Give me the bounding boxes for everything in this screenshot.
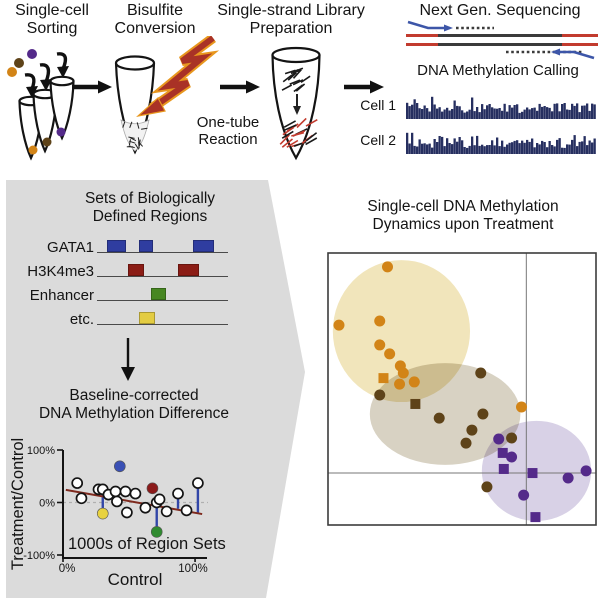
x-tick-label: 0%	[59, 563, 76, 575]
methylation-track-cell2	[406, 128, 598, 154]
methylation-track-cell1	[406, 93, 598, 119]
region-row: etc.	[10, 301, 228, 325]
step-label-sorting: Single-cell Sorting	[0, 2, 104, 38]
region-row-label: H3K4me3	[10, 264, 97, 279]
one-tube-reaction-label: One-tube Reaction	[188, 114, 268, 148]
region-row-track	[97, 256, 228, 277]
region-box	[151, 288, 167, 300]
region-row-track	[97, 280, 228, 301]
region-sets-title: Sets of Biologically Defined Regions	[35, 190, 265, 225]
cell-dot-brown	[14, 58, 24, 68]
x-axis-label: Control	[108, 570, 163, 589]
region-box	[107, 240, 125, 252]
flow-arrow-1-icon	[72, 80, 112, 94]
sorted-cell-purple	[57, 128, 66, 137]
region-row: Enhancer	[10, 277, 228, 301]
step-label-library: Single-strand Library Preparation	[205, 2, 377, 38]
single-cell-sorting-tubes-icon	[5, 45, 120, 170]
region-row-label: GATA1	[10, 240, 97, 255]
flow-arrow-3-icon	[344, 80, 384, 94]
region-row: H3K4me3	[10, 253, 228, 277]
down-arrow-icon	[118, 338, 138, 382]
region-box	[139, 240, 153, 252]
cell1-label: Cell 1	[344, 97, 396, 113]
region-box	[128, 264, 144, 276]
library-prep-tube-icon	[256, 44, 340, 166]
y-tick-label: 100%	[27, 445, 55, 457]
region-row: GATA1	[10, 229, 228, 253]
difference-plot: 100% 0% -100% 0% 100% 1000s of Region Sets Con…	[10, 430, 268, 600]
y-tick-label: -100%	[23, 550, 55, 562]
region-sets-annotation: 1000s of Region Sets	[68, 535, 226, 553]
region-row-label: Enhancer	[10, 288, 97, 303]
region-row-track	[97, 232, 228, 253]
region-box	[193, 240, 214, 252]
flow-arrow-2-icon	[220, 80, 260, 94]
sorted-cell-brown	[43, 138, 52, 147]
region-row-label: etc.	[10, 312, 97, 327]
cell2-label: Cell 2	[344, 132, 396, 148]
sorted-cell-orange	[29, 146, 38, 155]
sequencing-reads-icon	[402, 16, 600, 62]
step-label-bisulfite: Bisulfite Conversion	[100, 2, 210, 38]
cell-dot-purple	[27, 49, 37, 59]
region-row-track	[97, 304, 228, 325]
region-set-rows: GATA1 H3K4me3 Enhancer etc.	[10, 229, 228, 325]
y-axis-label: Treatment/Control	[10, 438, 27, 570]
dynamics-plot-title: Single-cell DNA Methylation Dynamics upo…	[330, 198, 596, 233]
difference-plot-title: Baseline-corrected DNA Methylation Diffe…	[8, 387, 260, 422]
tube-liquid	[121, 120, 149, 151]
calling-title: DNA Methylation Calling	[396, 62, 600, 79]
region-box	[139, 312, 155, 324]
x-tick-label: 100%	[178, 563, 207, 575]
cell-dot-orange	[7, 67, 17, 77]
y-tick-label: 0%	[39, 498, 55, 510]
region-box	[178, 264, 199, 276]
dynamics-plot	[326, 250, 598, 528]
